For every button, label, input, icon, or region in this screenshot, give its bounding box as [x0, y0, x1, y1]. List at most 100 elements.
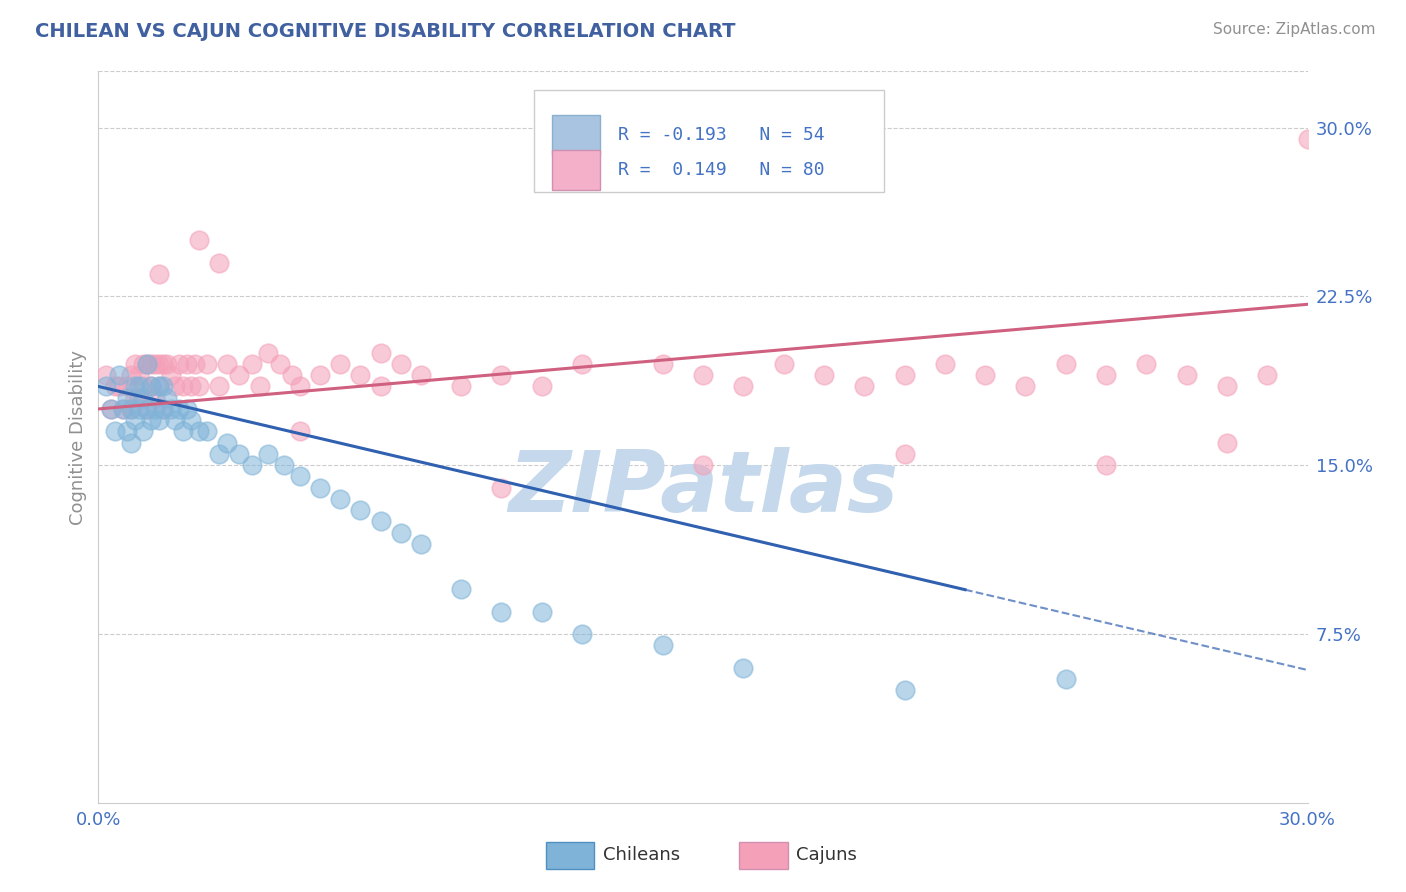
- Point: [135, 357, 157, 371]
- Point: [893, 368, 915, 383]
- Point: [1014, 379, 1036, 393]
- Text: Source: ZipAtlas.com: Source: ZipAtlas.com: [1212, 22, 1375, 37]
- Text: R =  0.149   N = 80: R = 0.149 N = 80: [619, 161, 825, 178]
- Point: [135, 357, 157, 371]
- Point: [1054, 357, 1077, 371]
- Point: [1175, 368, 1198, 383]
- Point: [107, 368, 129, 383]
- Bar: [740, 842, 787, 869]
- Text: ZIPatlas: ZIPatlas: [508, 447, 898, 530]
- Point: [692, 368, 714, 383]
- Point: [491, 481, 513, 495]
- Point: [651, 357, 673, 371]
- Point: [217, 357, 239, 371]
- Point: [389, 525, 412, 540]
- Point: [132, 425, 155, 439]
- Point: [188, 379, 211, 393]
- Text: Cajuns: Cajuns: [796, 847, 858, 864]
- Point: [111, 401, 134, 416]
- Point: [176, 401, 198, 416]
- Point: [228, 447, 250, 461]
- Point: [176, 357, 198, 371]
- Point: [163, 379, 186, 393]
- Text: CHILEAN VS CAJUN COGNITIVE DISABILITY CORRELATION CHART: CHILEAN VS CAJUN COGNITIVE DISABILITY CO…: [35, 22, 735, 41]
- Point: [240, 458, 263, 473]
- Y-axis label: Cognitive Disability: Cognitive Disability: [69, 350, 87, 524]
- Point: [128, 379, 150, 393]
- Point: [309, 368, 332, 383]
- Bar: [546, 842, 595, 869]
- Point: [128, 401, 150, 416]
- Point: [139, 379, 162, 393]
- Point: [974, 368, 997, 383]
- Point: [148, 357, 170, 371]
- Point: [288, 425, 311, 439]
- Text: R = -0.193   N = 54: R = -0.193 N = 54: [619, 127, 825, 145]
- Point: [100, 401, 122, 416]
- Point: [1256, 368, 1278, 383]
- Point: [309, 481, 332, 495]
- Point: [228, 368, 250, 383]
- Point: [1135, 357, 1157, 371]
- Point: [329, 491, 352, 506]
- Point: [167, 401, 190, 416]
- Point: [124, 379, 146, 393]
- Point: [934, 357, 956, 371]
- Point: [148, 413, 170, 427]
- Point: [349, 368, 371, 383]
- Point: [128, 391, 150, 405]
- Point: [195, 425, 218, 439]
- Point: [389, 357, 412, 371]
- Point: [128, 368, 150, 383]
- Point: [160, 401, 183, 416]
- Point: [132, 357, 155, 371]
- Point: [450, 379, 472, 393]
- Point: [1095, 368, 1118, 383]
- Point: [152, 401, 174, 416]
- Point: [152, 357, 174, 371]
- Point: [124, 413, 146, 427]
- Point: [651, 638, 673, 652]
- Point: [853, 379, 876, 393]
- Point: [143, 357, 166, 371]
- Point: [530, 379, 553, 393]
- Point: [409, 537, 432, 551]
- Point: [692, 458, 714, 473]
- Point: [370, 345, 392, 359]
- Point: [813, 368, 835, 383]
- Point: [208, 447, 231, 461]
- Point: [132, 379, 155, 393]
- Point: [288, 379, 311, 393]
- Point: [409, 368, 432, 383]
- Point: [184, 357, 207, 371]
- Point: [148, 379, 170, 393]
- Point: [120, 435, 142, 450]
- Point: [772, 357, 794, 371]
- Text: Chileans: Chileans: [603, 847, 679, 864]
- Point: [148, 267, 170, 281]
- Point: [143, 391, 166, 405]
- Point: [180, 413, 202, 427]
- Point: [370, 515, 392, 529]
- Point: [96, 368, 118, 383]
- Point: [893, 683, 915, 698]
- Point: [281, 368, 304, 383]
- Point: [530, 605, 553, 619]
- Point: [1095, 458, 1118, 473]
- Point: [329, 357, 352, 371]
- Point: [733, 661, 755, 675]
- Point: [120, 401, 142, 416]
- Point: [139, 357, 162, 371]
- Point: [1216, 435, 1239, 450]
- Point: [288, 469, 311, 483]
- Point: [180, 379, 202, 393]
- Point: [571, 627, 593, 641]
- Point: [450, 582, 472, 596]
- Point: [733, 379, 755, 393]
- Point: [100, 401, 122, 416]
- Point: [256, 345, 278, 359]
- Point: [491, 605, 513, 619]
- Point: [491, 368, 513, 383]
- Point: [269, 357, 291, 371]
- Point: [139, 379, 162, 393]
